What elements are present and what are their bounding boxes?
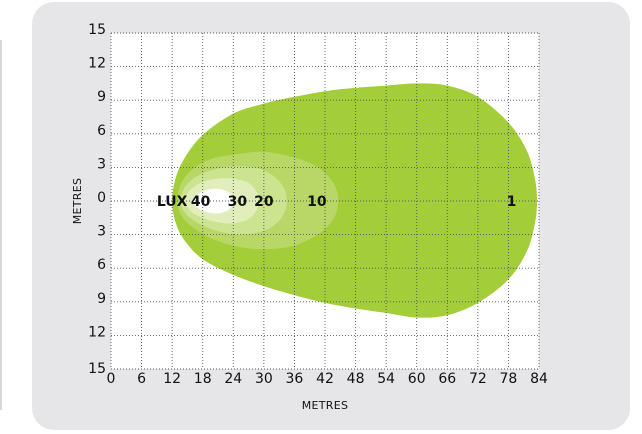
y-tick-label: 3 — [97, 156, 106, 172]
x-tick-label: 24 — [224, 371, 242, 387]
lux-zone-label-30: 30 — [228, 194, 248, 210]
x-tick-label: 84 — [530, 371, 548, 387]
x-tick-label: 18 — [194, 371, 212, 387]
lux-zone-label-10: 10 — [307, 194, 327, 210]
y-tick-label: 12 — [88, 56, 106, 72]
y-tick-label: 3 — [97, 224, 106, 240]
x-tick-label: 60 — [408, 371, 426, 387]
x-tick-label: 54 — [377, 371, 395, 387]
y-tick-label: 12 — [88, 324, 106, 340]
x-tick-label: 30 — [255, 371, 273, 387]
x-tick-label: 6 — [137, 371, 146, 387]
x-tick-label: 78 — [500, 371, 518, 387]
x-tick-label: 72 — [469, 371, 487, 387]
lux-zone-label-1: 1 — [507, 194, 517, 210]
y-axis-title: METRES — [71, 178, 84, 225]
x-tick-label: 66 — [438, 371, 456, 387]
y-tick-label: 15 — [88, 22, 106, 38]
lux-unit-label: LUX — [157, 194, 188, 210]
y-tick-label: 9 — [97, 89, 106, 105]
x-tick-label: 0 — [107, 371, 116, 387]
x-tick-label: 12 — [163, 371, 181, 387]
y-tick-label: 0 — [97, 190, 106, 206]
x-tick-label: 36 — [286, 371, 304, 387]
y-tick-label: 9 — [97, 291, 106, 307]
x-tick-label: 48 — [347, 371, 365, 387]
lux-zone-label-40: 40 — [191, 194, 211, 210]
lux-zone-1 — [172, 83, 537, 318]
x-axis-title: METRES — [302, 399, 349, 412]
y-tick-label: 6 — [97, 257, 106, 273]
x-tick-label: 42 — [316, 371, 334, 387]
y-tick-label: 6 — [97, 123, 106, 139]
lux-zone-label-20: 20 — [254, 194, 274, 210]
left-edge-divider — [0, 40, 2, 410]
y-tick-label: 15 — [88, 361, 106, 377]
